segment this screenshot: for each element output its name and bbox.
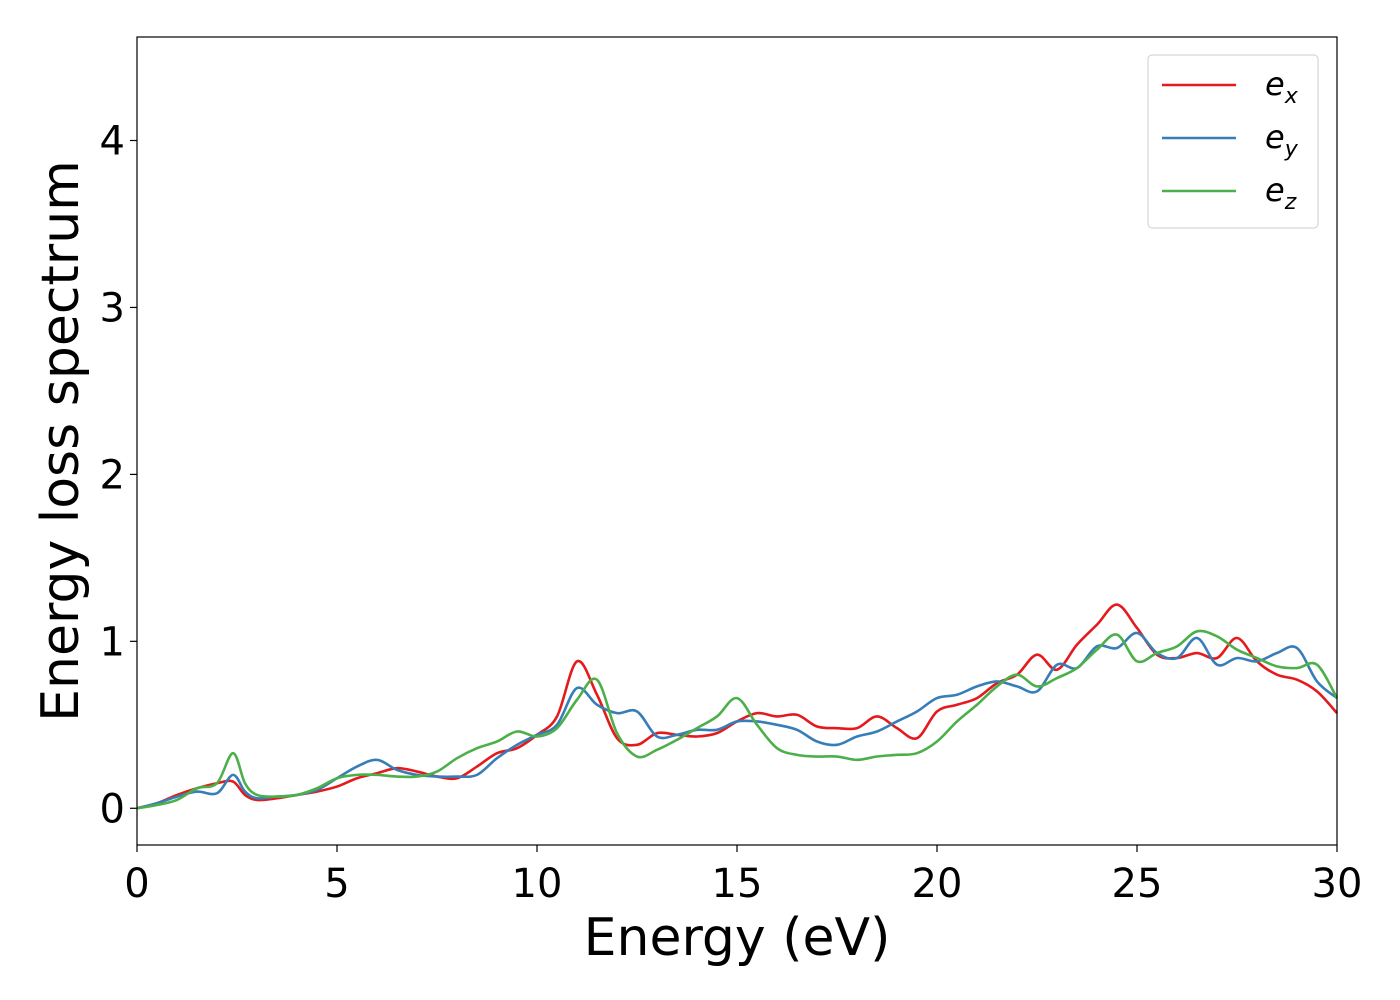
y-tick-label: 1 (100, 619, 125, 665)
x-tick-label: 20 (912, 861, 963, 907)
series-line-x (136, 603, 1338, 810)
y-axis-title: Energy loss spectrum (31, 160, 91, 722)
series-layer (136, 603, 1339, 810)
x-axis-title: Energy (eV) (584, 908, 891, 968)
series-line-z (136, 629, 1339, 810)
x-tick-label: 15 (712, 861, 763, 907)
x-tick-label: 5 (324, 861, 349, 907)
legend: ex ey ez (1147, 54, 1319, 229)
x-tick-label: 10 (512, 861, 563, 907)
y-axis-ticks: 0 1 2 3 4 (100, 119, 137, 832)
legend-label-z: ez (1265, 171, 1297, 215)
series-line-y (136, 631, 1338, 810)
y-tick-label: 3 (100, 285, 125, 331)
x-axis-ticks: 0 5 10 15 20 25 30 (124, 845, 1362, 907)
y-tick-label: 4 (100, 119, 125, 165)
y-tick-label: 0 (100, 786, 125, 832)
x-tick-label: 0 (124, 861, 149, 907)
legend-label-x: ex (1265, 65, 1299, 109)
legend-box (1147, 54, 1319, 229)
legend-label-y: ey (1265, 118, 1299, 162)
y-tick-label: 2 (100, 452, 125, 498)
x-tick-label: 30 (1312, 861, 1363, 907)
x-tick-label: 25 (1112, 861, 1163, 907)
